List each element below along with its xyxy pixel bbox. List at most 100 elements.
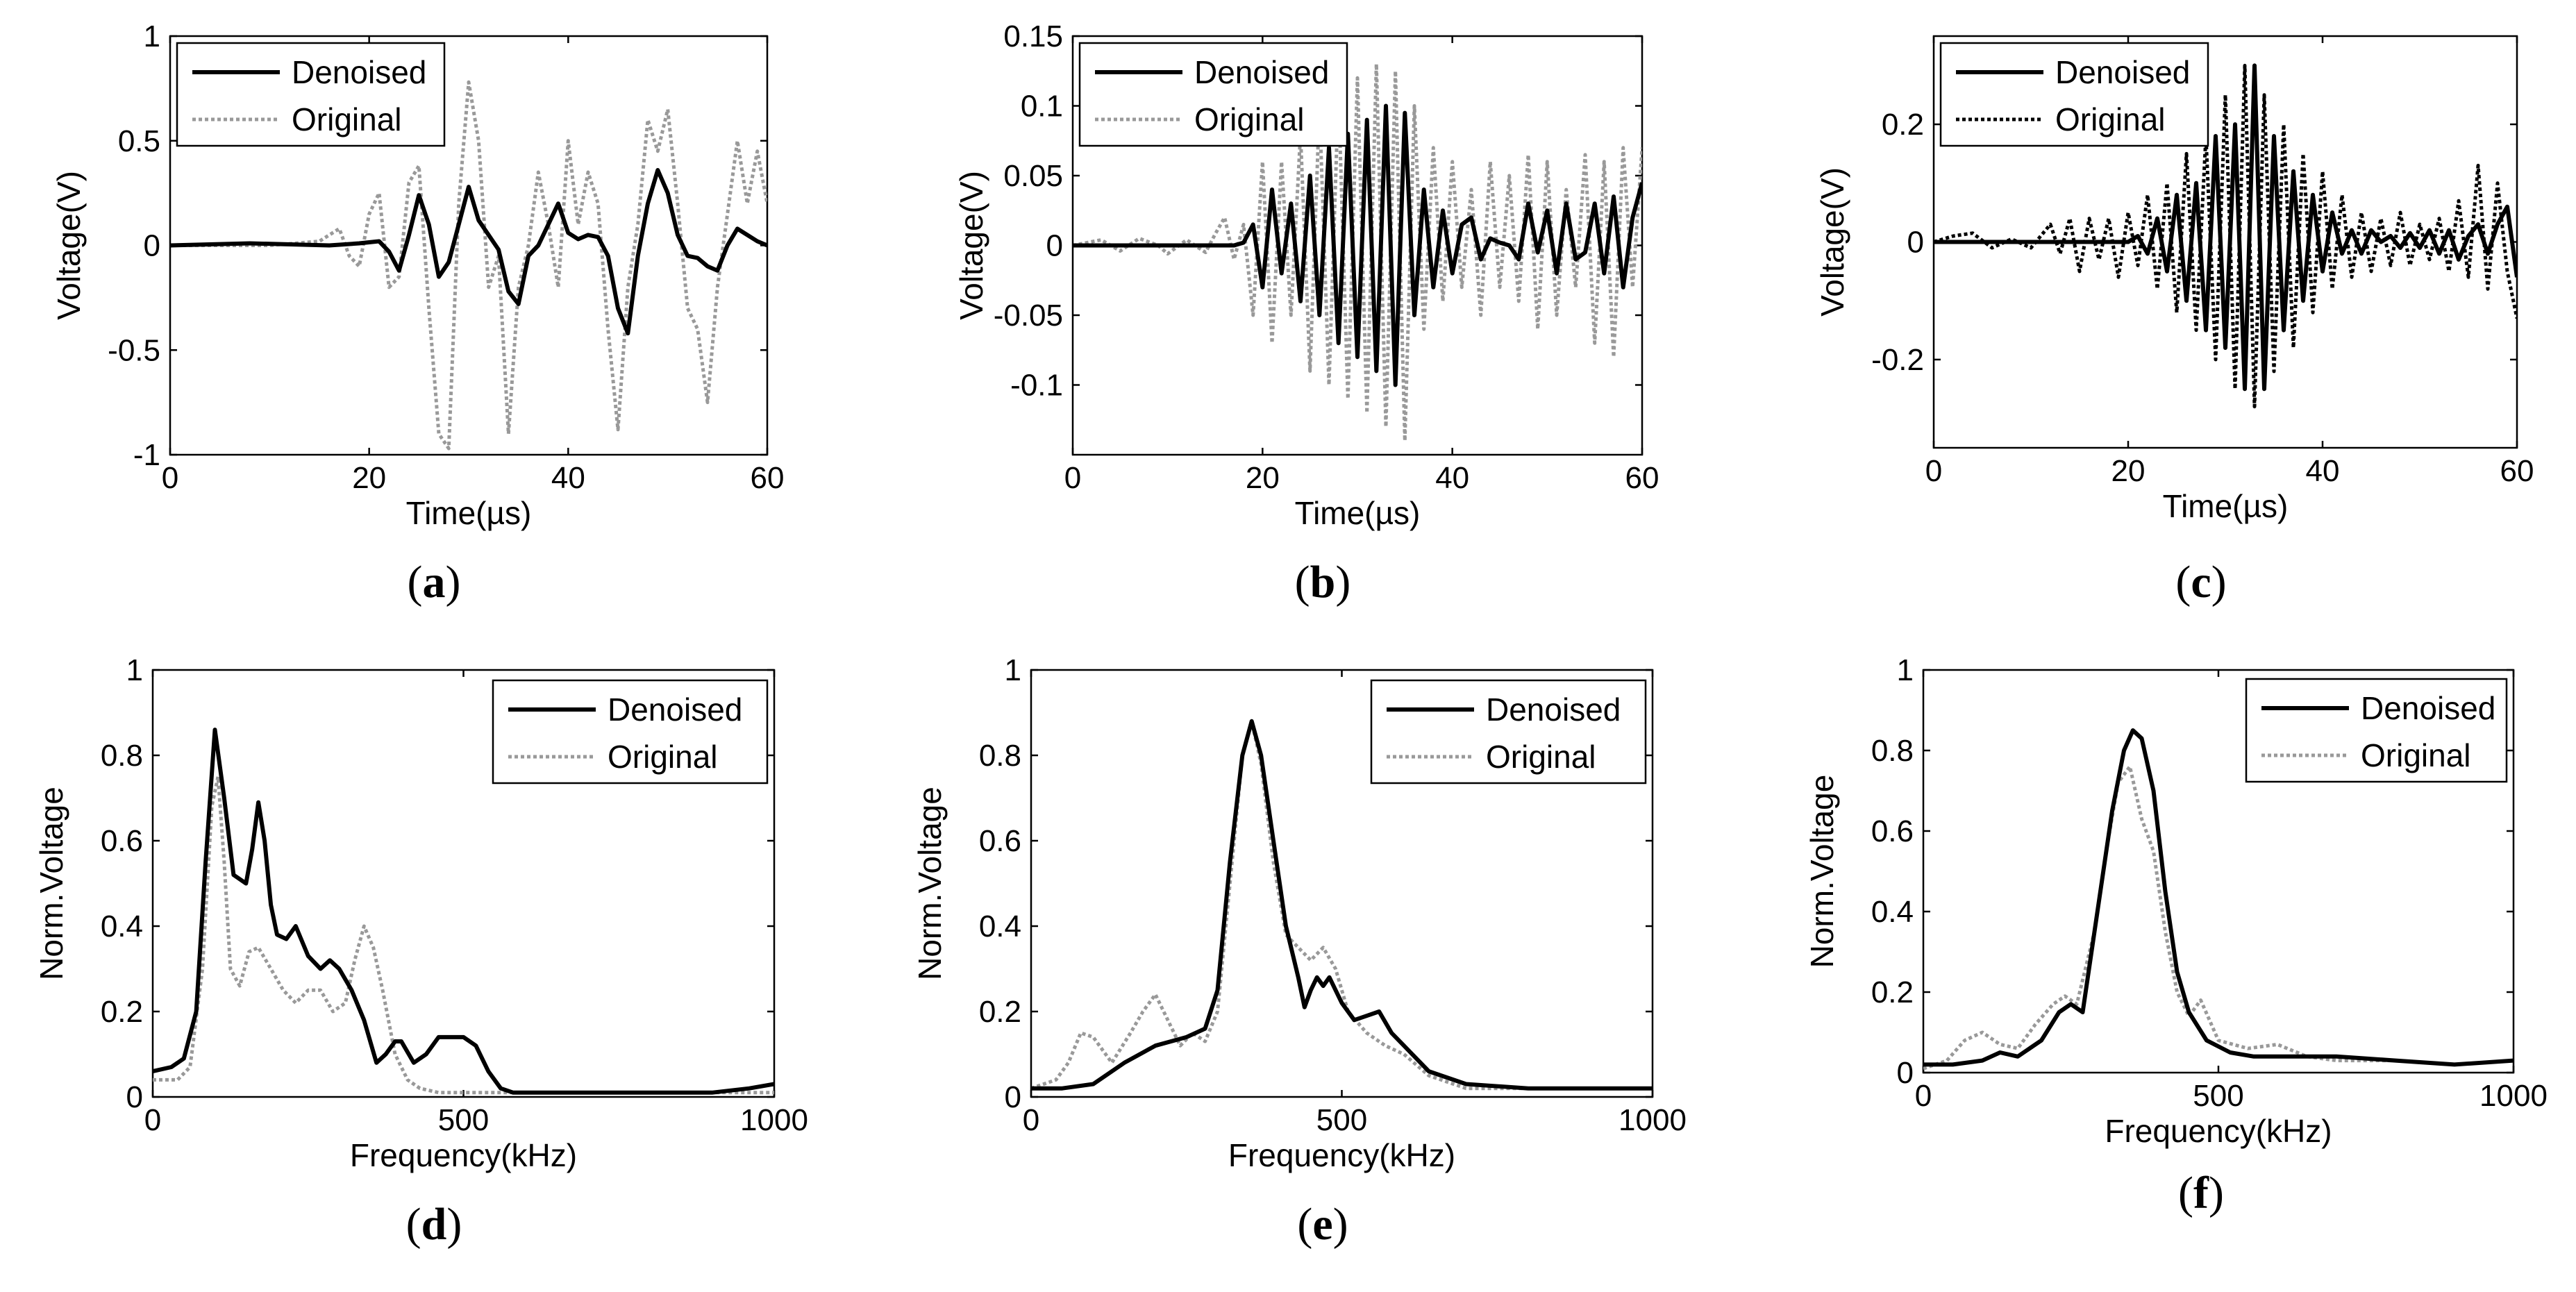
legend: Denoised Original (1078, 42, 1348, 147)
panel-label-open-paren: ( (1297, 1199, 1312, 1250)
legend: Denoised Original (2245, 678, 2508, 783)
x-tick-label: 0 (1064, 461, 1081, 495)
panel-label: (b) (1295, 557, 1351, 607)
panel-label-close-paren: ) (446, 1199, 462, 1250)
panel-label-open-paren: ( (2175, 557, 2191, 607)
panel-label-close-paren: ) (2211, 557, 2227, 607)
y-tick-label: 0.2 (1871, 975, 1914, 1009)
panel-c: 0 20 40 60 -0.2 0 0.2 Time(µs) Voltage(V) Denoise… (1814, 35, 2534, 607)
panel-label-letter: b (1310, 557, 1336, 607)
x-axis-label: Frequency(kHz) (1228, 1137, 1455, 1173)
series-line-denoised (1923, 728, 2514, 1067)
y-tick-label: 0.8 (1871, 734, 1914, 768)
panel-label-close-paren: ) (446, 557, 461, 607)
y-tick-label: -0.05 (994, 299, 1063, 333)
panel-label-open-paren: ( (2178, 1168, 2193, 1218)
legend: Denoised Original (1370, 679, 1647, 785)
x-tick-label: 60 (2500, 454, 2534, 488)
x-tick-label: 0 (1023, 1103, 1039, 1137)
x-axis-label: Frequency(kHz) (2105, 1113, 2332, 1149)
panel-label-letter: a (423, 557, 446, 607)
panel-label: (c) (2175, 557, 2226, 607)
panel-e: 0 500 1000 0 0.2 0.4 0.6 0.8 1 Frequency(kHz) Norm… (912, 653, 1687, 1250)
y-tick-label: 0.2 (979, 995, 1021, 1029)
panel-label-open-paren: ( (406, 1199, 421, 1250)
panel-label: (e) (1297, 1199, 1348, 1250)
panel-label-open-paren: ( (408, 557, 423, 607)
x-tick-label: 1000 (1619, 1103, 1687, 1137)
series-line-original (153, 775, 774, 1095)
y-tick-label: 0.8 (979, 739, 1021, 773)
series-line-original (170, 80, 767, 451)
panel-b: 0 20 40 60 -0.1 -0.05 0 0.05 0.1 0.15 Time(µs) Volt… (953, 19, 1659, 607)
y-tick-label: 0.6 (979, 824, 1021, 858)
legend: Denoised Original (176, 42, 446, 147)
panel-label-letter: f (2193, 1168, 2209, 1218)
x-axis-label: Frequency(kHz) (350, 1137, 577, 1173)
y-axis-label: Voltage(V) (953, 171, 989, 320)
y-tick-label: -0.5 (108, 333, 160, 367)
x-tick-label: 60 (1625, 461, 1659, 495)
y-tick-label: 0.4 (101, 909, 143, 943)
x-tick-label: 40 (1435, 461, 1469, 495)
x-axis-label: Time(µs) (2163, 488, 2289, 524)
legend-label: Original (292, 101, 402, 137)
y-axis-label: Norm.Voltage (1804, 775, 1840, 968)
panel-label-close-paren: ) (2209, 1168, 2224, 1218)
y-tick-label: 1 (1005, 653, 1021, 687)
y-tick-label: 1 (1897, 653, 1914, 687)
x-tick-label: 500 (2193, 1079, 2243, 1113)
y-tick-label: 1 (144, 19, 160, 53)
panel-label-letter: e (1312, 1199, 1332, 1250)
legend: Denoised Original (1939, 42, 2209, 147)
x-axis-label: Time(µs) (1295, 495, 1421, 531)
y-tick-label: 0.8 (101, 739, 143, 773)
x-tick-label: 500 (1316, 1103, 1367, 1137)
legend-label: Original (1486, 739, 1596, 775)
panel-label: (d) (406, 1199, 462, 1250)
panel-label: (a) (408, 557, 461, 607)
x-tick-label: 20 (352, 461, 386, 495)
x-tick-label: 60 (751, 461, 785, 495)
y-tick-label: 0 (144, 229, 160, 263)
series-line-denoised (170, 168, 767, 336)
panel-label-letter: c (2191, 557, 2211, 607)
y-tick-label: 1 (126, 653, 143, 687)
legend-label: Original (1194, 101, 1305, 137)
panel-label-close-paren: ) (1333, 1199, 1348, 1250)
panel-d: 0 500 1000 0 0.2 0.4 0.6 0.8 1 Frequency(kHz) Norm… (33, 653, 808, 1250)
legend-label: Denoised (1486, 691, 1621, 728)
legend-box (2245, 678, 2508, 783)
y-tick-label: -1 (133, 438, 160, 472)
y-axis-label: Voltage(V) (1814, 167, 1850, 317)
legend-box (176, 42, 446, 147)
legend-label: Denoised (608, 691, 742, 728)
series-line-denoised (1031, 719, 1653, 1091)
x-tick-label: 20 (1246, 461, 1280, 495)
legend-label: Denoised (2055, 54, 2190, 90)
legend-box (1078, 42, 1348, 147)
panel-label-letter: d (421, 1199, 447, 1250)
y-tick-label: 0.4 (979, 909, 1021, 943)
y-tick-label: -0.2 (1871, 343, 1924, 377)
y-tick-label: 0.6 (101, 824, 143, 858)
series-line-original (1923, 764, 2514, 1071)
y-tick-label: 0.1 (1021, 90, 1063, 124)
y-axis-label: Norm.Voltage (33, 787, 69, 980)
x-tick-label: 0 (162, 461, 178, 495)
legend-label: Original (608, 739, 718, 775)
y-tick-label: 0.2 (101, 995, 143, 1029)
y-tick-label: 0 (1046, 229, 1063, 263)
y-axis-label: Norm.Voltage (912, 787, 948, 980)
legend-label: Denoised (2361, 690, 2495, 726)
panel-f: 0 500 1000 0 0.2 0.4 0.6 0.8 1 Frequency(kHz) Norm… (1804, 653, 2548, 1218)
x-tick-label: 20 (2111, 454, 2146, 488)
series-line-original (1934, 63, 2517, 409)
legend-label: Denoised (292, 54, 426, 90)
x-tick-label: 1000 (740, 1103, 808, 1137)
y-tick-label: 0 (1005, 1080, 1021, 1114)
y-tick-label: 0 (1907, 226, 1924, 260)
y-tick-label: 0.2 (1882, 108, 1924, 142)
panel-label: (f) (2178, 1168, 2224, 1218)
y-tick-label: 0.5 (118, 124, 160, 158)
